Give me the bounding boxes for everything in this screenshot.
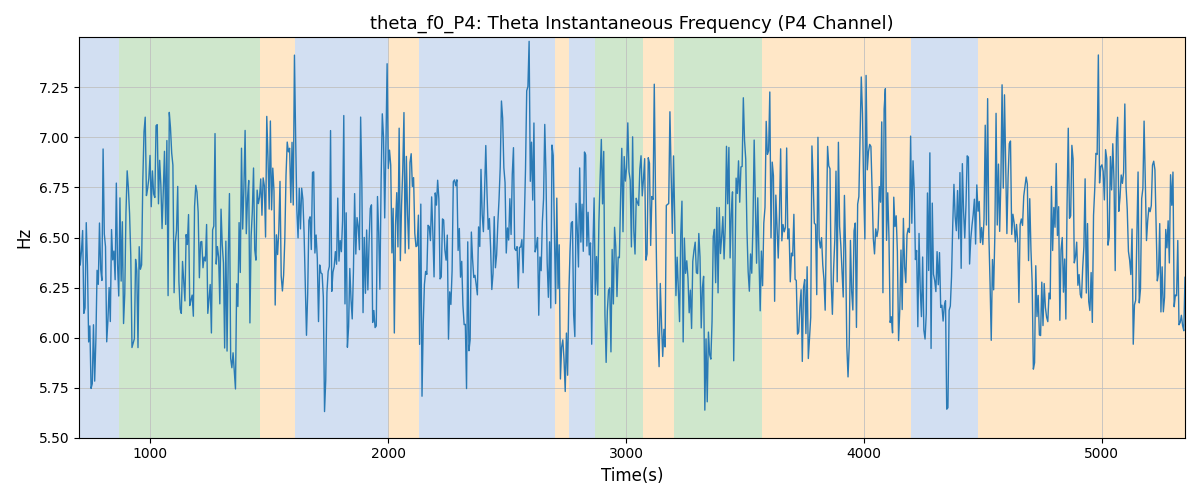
Bar xyxy=(643,38,673,438)
Bar xyxy=(554,38,569,438)
Bar xyxy=(295,38,389,438)
Bar xyxy=(762,38,912,438)
Bar xyxy=(419,38,554,438)
Y-axis label: Hz: Hz xyxy=(14,227,32,248)
Bar xyxy=(912,38,978,438)
Title: theta_f0_P4: Theta Instantaneous Frequency (P4 Channel): theta_f0_P4: Theta Instantaneous Frequen… xyxy=(371,15,894,34)
X-axis label: Time(s): Time(s) xyxy=(601,467,664,485)
Bar xyxy=(389,38,419,438)
Bar xyxy=(1016,38,1184,438)
Bar xyxy=(259,38,295,438)
Bar xyxy=(120,38,259,438)
Bar xyxy=(569,38,595,438)
Bar xyxy=(673,38,762,438)
Bar xyxy=(595,38,643,438)
Bar xyxy=(978,38,1016,438)
Bar xyxy=(79,38,120,438)
